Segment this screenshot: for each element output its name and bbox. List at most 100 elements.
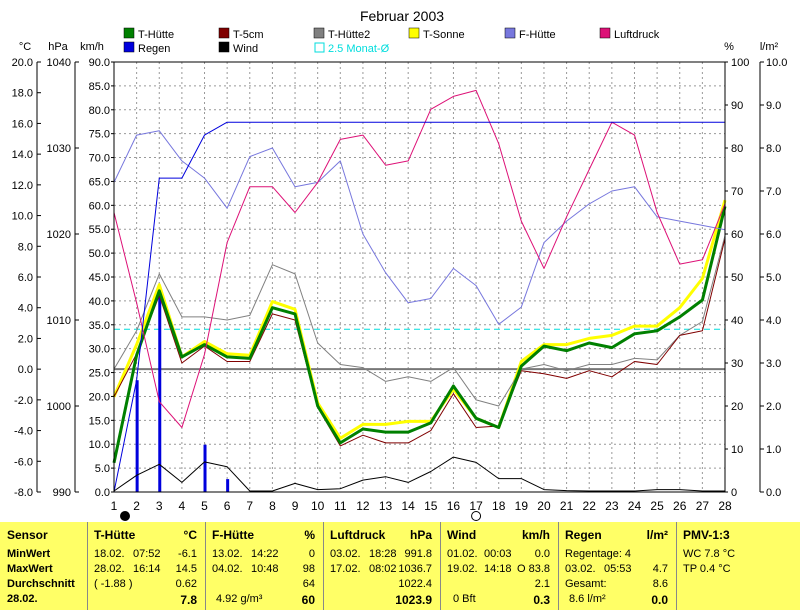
tick-label-temp: 12.0 bbox=[12, 180, 33, 192]
legend-label: Regen bbox=[138, 43, 170, 55]
tick-label-temp: -2.0 bbox=[14, 395, 33, 407]
tick-label-rain: 6.0 bbox=[766, 229, 781, 241]
tick-label-day: 5 bbox=[201, 499, 208, 513]
f-huette-min-time: 14:22 bbox=[251, 548, 279, 560]
tick-label-rain: 8.0 bbox=[766, 143, 781, 155]
pmv-title: PMV-1:3 bbox=[683, 528, 730, 542]
panel-t-huette: T-Hütte °C 18.02. 07:52 -6.1 28.02. 16:14 14.… bbox=[88, 522, 206, 610]
axis-unit-label: km/h bbox=[80, 41, 104, 53]
sensor-row-date: 28.02. bbox=[7, 593, 38, 605]
tick-label-day: 24 bbox=[628, 499, 642, 513]
series-luftdruck bbox=[113, 89, 726, 428]
tick-label-humidity: 50 bbox=[731, 272, 743, 284]
series-t-h-tte2 bbox=[113, 235, 726, 407]
tick-label-pressure: 990 bbox=[53, 487, 71, 499]
tick-label-temp: 20.0 bbox=[12, 57, 33, 69]
tick-label-day: 27 bbox=[696, 499, 710, 513]
pmv-dewpoint: TP 0.4 °C bbox=[683, 563, 731, 575]
legend-label: T-5cm bbox=[233, 29, 264, 41]
wind-avg-value: 2.1 bbox=[534, 578, 550, 590]
axis-unit-label: l/m² bbox=[760, 41, 779, 53]
tick-label-wind: 90.0 bbox=[89, 57, 110, 69]
wind-title: Wind bbox=[447, 528, 477, 542]
tick-label-day: 11 bbox=[334, 499, 347, 513]
f-huette-min-date: 13.02. bbox=[212, 548, 243, 560]
legend-label: T-Sonne bbox=[423, 29, 465, 41]
f-huette-max-value: 98 bbox=[302, 563, 315, 575]
regen-total-value: 8.6 bbox=[652, 578, 668, 590]
regen-unit: l/m² bbox=[646, 528, 668, 542]
tick-label-day: 4 bbox=[179, 499, 186, 513]
f-huette-max-time: 10:48 bbox=[251, 563, 279, 575]
wind-max-value: O 83.8 bbox=[516, 563, 550, 575]
t-huette-min-value: -6.1 bbox=[178, 548, 197, 560]
tick-label-rain: 2.0 bbox=[766, 401, 781, 413]
tick-label-humidity: 70 bbox=[731, 186, 743, 198]
panel-sensor: Sensor MinWert MaxWert Durchschnitt 28.0… bbox=[0, 522, 88, 610]
tick-label-wind: 35.0 bbox=[89, 320, 110, 332]
axis-units: °C hPa km/h% l/m² bbox=[19, 41, 779, 53]
tick-label-day: 19 bbox=[515, 499, 529, 513]
legend-swatch bbox=[408, 27, 420, 39]
luftdruck-min-date: 03.02. bbox=[330, 548, 361, 560]
rain-bars bbox=[135, 289, 230, 492]
tick-label-wind: 60.0 bbox=[89, 200, 110, 212]
f-huette-max-date: 04.02. bbox=[212, 563, 243, 575]
tick-label-temp: -6.0 bbox=[14, 456, 33, 468]
panel-wind: Wind km/h 01.02. 00:03 0.0 19.02. 14:18 O 83.… bbox=[441, 522, 559, 610]
axis-unit-label: °C bbox=[19, 41, 31, 53]
regen-current-value: 0.0 bbox=[651, 593, 668, 607]
tick-label-day: 6 bbox=[224, 499, 231, 513]
sensor-row-avg: Durchschnitt bbox=[7, 578, 75, 590]
tick-label-temp: -8.0 bbox=[14, 487, 33, 499]
tick-label-day: 1 bbox=[111, 499, 118, 513]
tick-label-day: 21 bbox=[560, 499, 574, 513]
rain-bar bbox=[203, 444, 207, 492]
series-t-h-tte bbox=[112, 206, 727, 464]
legend-swatch bbox=[218, 41, 230, 53]
panel-pmv: PMV-1:3 WC 7.8 °C TP 0.4 °C bbox=[677, 522, 800, 610]
tick-label-rain: 3.0 bbox=[766, 358, 781, 370]
tick-label-wind: 70.0 bbox=[89, 153, 110, 165]
f-huette-unit: % bbox=[304, 528, 315, 542]
wind-beaufort: 0 Bft bbox=[453, 593, 476, 605]
wind-current-value: 0.3 bbox=[533, 593, 550, 607]
tick-label-humidity: 20 bbox=[731, 401, 743, 413]
tick-label-wind: 75.0 bbox=[89, 129, 110, 141]
tick-label-wind: 45.0 bbox=[89, 272, 110, 284]
grid bbox=[114, 62, 725, 492]
tick-label-day: 26 bbox=[673, 499, 687, 513]
tick-label-pressure: 1010 bbox=[47, 315, 71, 327]
tick-label-temp: 8.0 bbox=[18, 241, 33, 253]
luftdruck-max-value: 1036.7 bbox=[398, 563, 432, 575]
legend-swatch bbox=[599, 27, 611, 39]
regen-max-value: 4.7 bbox=[652, 563, 668, 575]
t-huette-unit: °C bbox=[183, 528, 197, 542]
f-huette-abs-humidity: 4.92 g/m³ bbox=[216, 593, 263, 605]
legend-swatch bbox=[123, 27, 135, 39]
panel-f-huette: F-Hütte% 13.02. 14:22 0 04.02. 10:48 98 64 4… bbox=[206, 522, 324, 610]
tick-label-temp: 16.0 bbox=[12, 118, 33, 130]
tick-label-humidity: 60 bbox=[731, 229, 743, 241]
tick-label-pressure: 1040 bbox=[47, 57, 71, 69]
panel-luftdruck: Luftdruck hPa 03.02. 18:28 991.8 17.02. 08:0… bbox=[324, 522, 441, 610]
tick-label-day: 3 bbox=[156, 499, 163, 513]
tick-label-day: 15 bbox=[424, 499, 438, 513]
wind-min-date: 01.02. bbox=[447, 548, 478, 560]
tick-label-temp: 4.0 bbox=[18, 303, 33, 315]
t-huette-avg-value: 0.62 bbox=[175, 578, 197, 590]
tick-label-rain: 5.0 bbox=[766, 272, 781, 284]
tick-label-day: 8 bbox=[269, 499, 276, 513]
tick-label-wind: 15.0 bbox=[89, 415, 110, 427]
tick-label-day: 28 bbox=[718, 499, 732, 513]
t-huette-min-date: 18.02. bbox=[94, 548, 125, 560]
tick-label-wind: 20.0 bbox=[89, 391, 110, 403]
full-moon-icon bbox=[471, 511, 482, 521]
tick-label-humidity: 0 bbox=[731, 487, 737, 499]
t-huette-title: T-Hütte bbox=[94, 528, 136, 542]
sensor-row-max: MaxWert bbox=[7, 563, 53, 575]
f-huette-current-value: 60 bbox=[301, 593, 315, 607]
sensor-title: Sensor bbox=[7, 528, 48, 542]
series-t-sonne bbox=[112, 199, 727, 440]
tick-label-day: 13 bbox=[379, 499, 393, 513]
